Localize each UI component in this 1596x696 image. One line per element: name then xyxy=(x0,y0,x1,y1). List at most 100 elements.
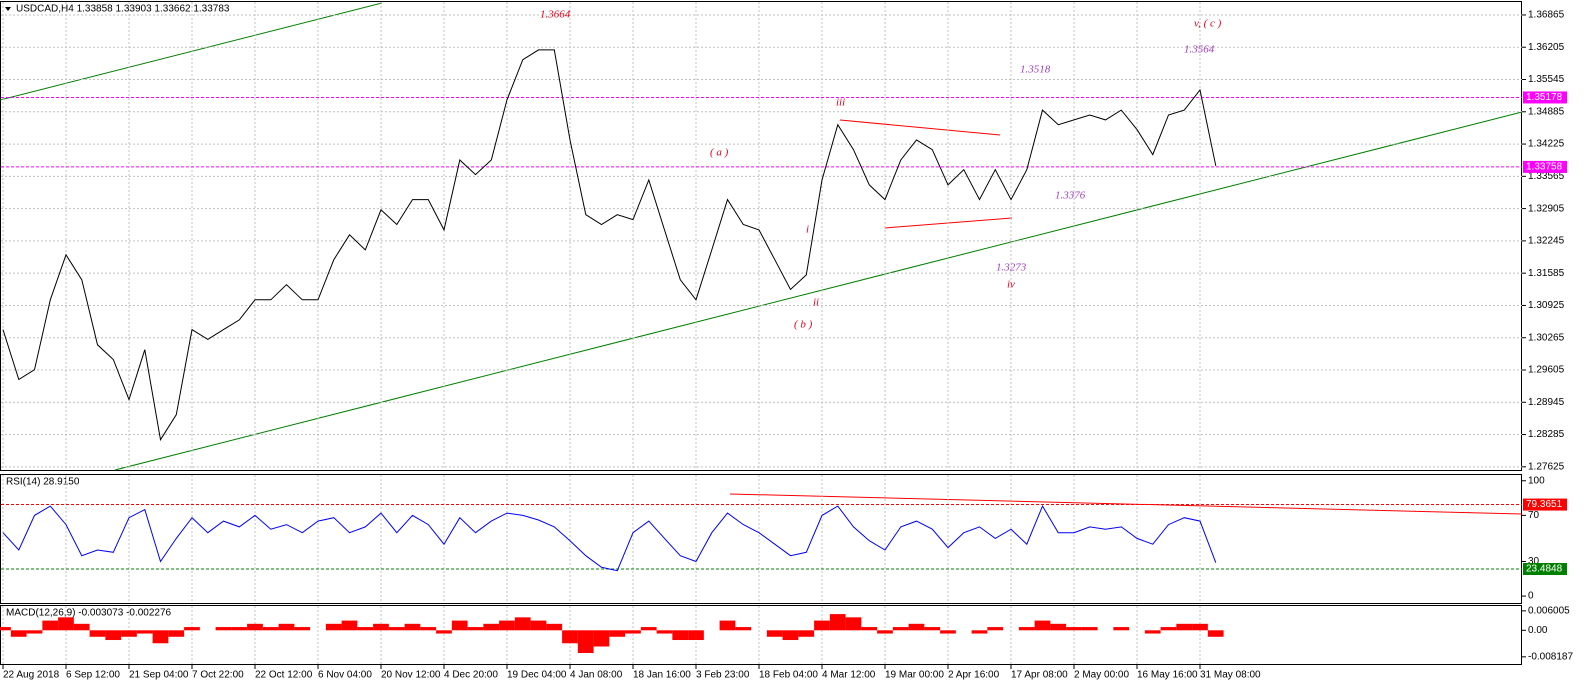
macd-bar xyxy=(845,617,862,631)
rsi-divergence-line xyxy=(729,493,1523,515)
x-tick-label: 4 Jan 08:00 xyxy=(570,670,623,681)
macd-bar xyxy=(136,630,153,634)
macd-bar xyxy=(625,630,641,634)
macd-bar xyxy=(1192,623,1208,631)
rsi-panel-frame xyxy=(0,474,1522,604)
x-tick-label: 16 May 16:00 xyxy=(1137,670,1198,681)
y-tick-label: 1.28945 xyxy=(1528,397,1565,408)
x-tick-label: 3 Feb 23:00 xyxy=(696,670,750,681)
annotation: ( b ) xyxy=(794,319,813,331)
x-tick-label: 2 Apr 16:00 xyxy=(948,670,1000,681)
macd-bar xyxy=(1018,627,1035,631)
macd-bar xyxy=(514,617,531,631)
annotation: 1.3273 xyxy=(996,262,1027,274)
level-label-box xyxy=(1523,160,1567,173)
macd-bar xyxy=(814,620,830,631)
macd-bar xyxy=(483,623,500,631)
macd-bar xyxy=(247,623,263,631)
x-tick-label: 18 Jan 16:00 xyxy=(633,670,691,681)
macd-bar xyxy=(184,627,200,631)
y-tick-label: 0.00 xyxy=(1528,625,1548,636)
x-tick-label: 6 Nov 04:00 xyxy=(318,670,372,681)
level-label-box xyxy=(1523,91,1567,104)
x-tick-label: 7 Oct 22:00 xyxy=(192,670,244,681)
macd-panel-frame xyxy=(0,605,1522,665)
macd-bar xyxy=(420,627,437,631)
x-tick-label: 17 Apr 08:00 xyxy=(1011,670,1068,681)
symbol-menu-icon[interactable] xyxy=(5,7,11,11)
macd-bar xyxy=(577,630,594,653)
macd-bar xyxy=(908,623,925,631)
annotation: ii xyxy=(813,297,819,309)
macd-bar xyxy=(1176,623,1193,631)
macd-bar xyxy=(861,627,878,631)
y-tick-label: -0.008187 xyxy=(1528,651,1573,662)
level-label-box xyxy=(1523,562,1567,575)
macd-bar xyxy=(672,630,689,641)
chart-title: USDCAD,H4 1.33858 1.33903 1.33662 1.3378… xyxy=(16,4,230,15)
macd-bar xyxy=(877,630,893,634)
macd-bar xyxy=(388,627,405,631)
macd-bar xyxy=(971,630,988,634)
macd-bar xyxy=(58,617,74,631)
macd-bar xyxy=(278,623,295,631)
y-tick-label: 70 xyxy=(1528,510,1540,521)
level-label: 23.4848 xyxy=(1526,564,1563,575)
triangle-upper xyxy=(839,119,1001,136)
macd-bar xyxy=(530,620,547,631)
macd-bar xyxy=(924,627,941,631)
annotation: 1.3376 xyxy=(1055,190,1086,202)
annotation: v, ( c ) xyxy=(1194,18,1222,30)
macd-bar xyxy=(10,630,27,637)
x-tick-label: 21 Sep 04:00 xyxy=(129,670,189,681)
x-tick-label: 19 Mar 00:00 xyxy=(885,670,944,681)
y-tick-label: 1.29605 xyxy=(1528,365,1565,376)
macd-bar xyxy=(152,630,169,644)
macd-bar xyxy=(688,630,704,641)
y-tick-label: 1.36865 xyxy=(1528,10,1565,21)
macd-bar xyxy=(499,620,515,631)
annotation: i xyxy=(806,224,809,236)
macd-bar xyxy=(798,630,815,637)
macd-bar xyxy=(940,630,956,634)
annotation: 1.3564 xyxy=(1184,44,1215,56)
level-label-box xyxy=(1523,498,1567,511)
x-tick-label: 19 Dec 04:00 xyxy=(507,670,567,681)
macd-bar xyxy=(735,627,752,631)
y-tick-label: 0.006005 xyxy=(1528,605,1570,616)
y-tick-label: 1.32245 xyxy=(1528,236,1565,247)
annotation: iii xyxy=(836,97,845,109)
rsi-title: RSI(14) 28.9150 xyxy=(6,477,80,488)
macd-bar xyxy=(1081,627,1098,631)
level-label: 1.35178 xyxy=(1526,92,1563,103)
x-tick-label: 18 Feb 04:00 xyxy=(759,670,818,681)
x-tick-label: 6 Sep 12:00 xyxy=(66,670,120,681)
macd-bar xyxy=(357,627,374,631)
macd-bar xyxy=(782,630,799,641)
macd-bar xyxy=(546,623,563,631)
y-tick-label: 0 xyxy=(1528,591,1534,602)
macd-bar xyxy=(325,623,342,631)
macd-bar xyxy=(73,623,90,631)
macd-bar xyxy=(987,627,1004,631)
macd-bar xyxy=(640,627,657,631)
macd-bar xyxy=(105,630,122,641)
macd-bar xyxy=(404,623,421,631)
y-tick-label: 100 xyxy=(1528,475,1545,486)
macd-bar xyxy=(1113,627,1130,631)
macd-bar xyxy=(766,630,783,637)
annotation: ( a ) xyxy=(710,147,729,159)
x-tick-label: 22 Aug 2018 xyxy=(3,670,60,681)
level-label: 1.33758 xyxy=(1526,162,1563,173)
macd-bar xyxy=(341,620,358,631)
y-tick-label: 1.28285 xyxy=(1528,429,1565,440)
macd-bar xyxy=(168,630,185,637)
macd-bar xyxy=(593,630,610,647)
annotation: 1.3664 xyxy=(540,9,571,21)
y-tick-label: 1.36205 xyxy=(1528,42,1565,53)
macd-bar xyxy=(1160,627,1177,631)
macd-bar xyxy=(1144,630,1161,634)
